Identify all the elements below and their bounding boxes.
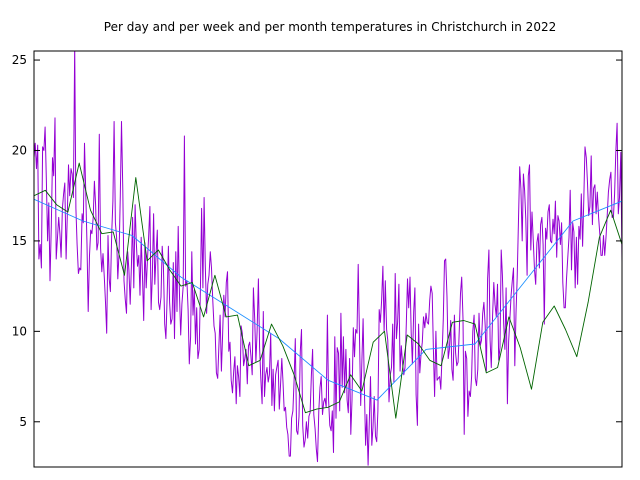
series-line-weekly <box>34 162 622 419</box>
y-axis: 5 10 15 20 25 <box>12 53 622 429</box>
y-tick-label: 10 <box>12 324 27 338</box>
series-layer <box>34 51 622 466</box>
series-line-daily <box>34 51 622 466</box>
series-line-monthly <box>34 198 622 401</box>
y-tick-label: 15 <box>12 234 27 248</box>
chart-title: Per day and per week and per month tempe… <box>104 20 556 34</box>
y-tick-label: 5 <box>19 415 27 429</box>
plot-frame <box>33 50 623 468</box>
y-tick-label: 25 <box>12 53 27 67</box>
y-tick-label: 20 <box>12 143 27 157</box>
